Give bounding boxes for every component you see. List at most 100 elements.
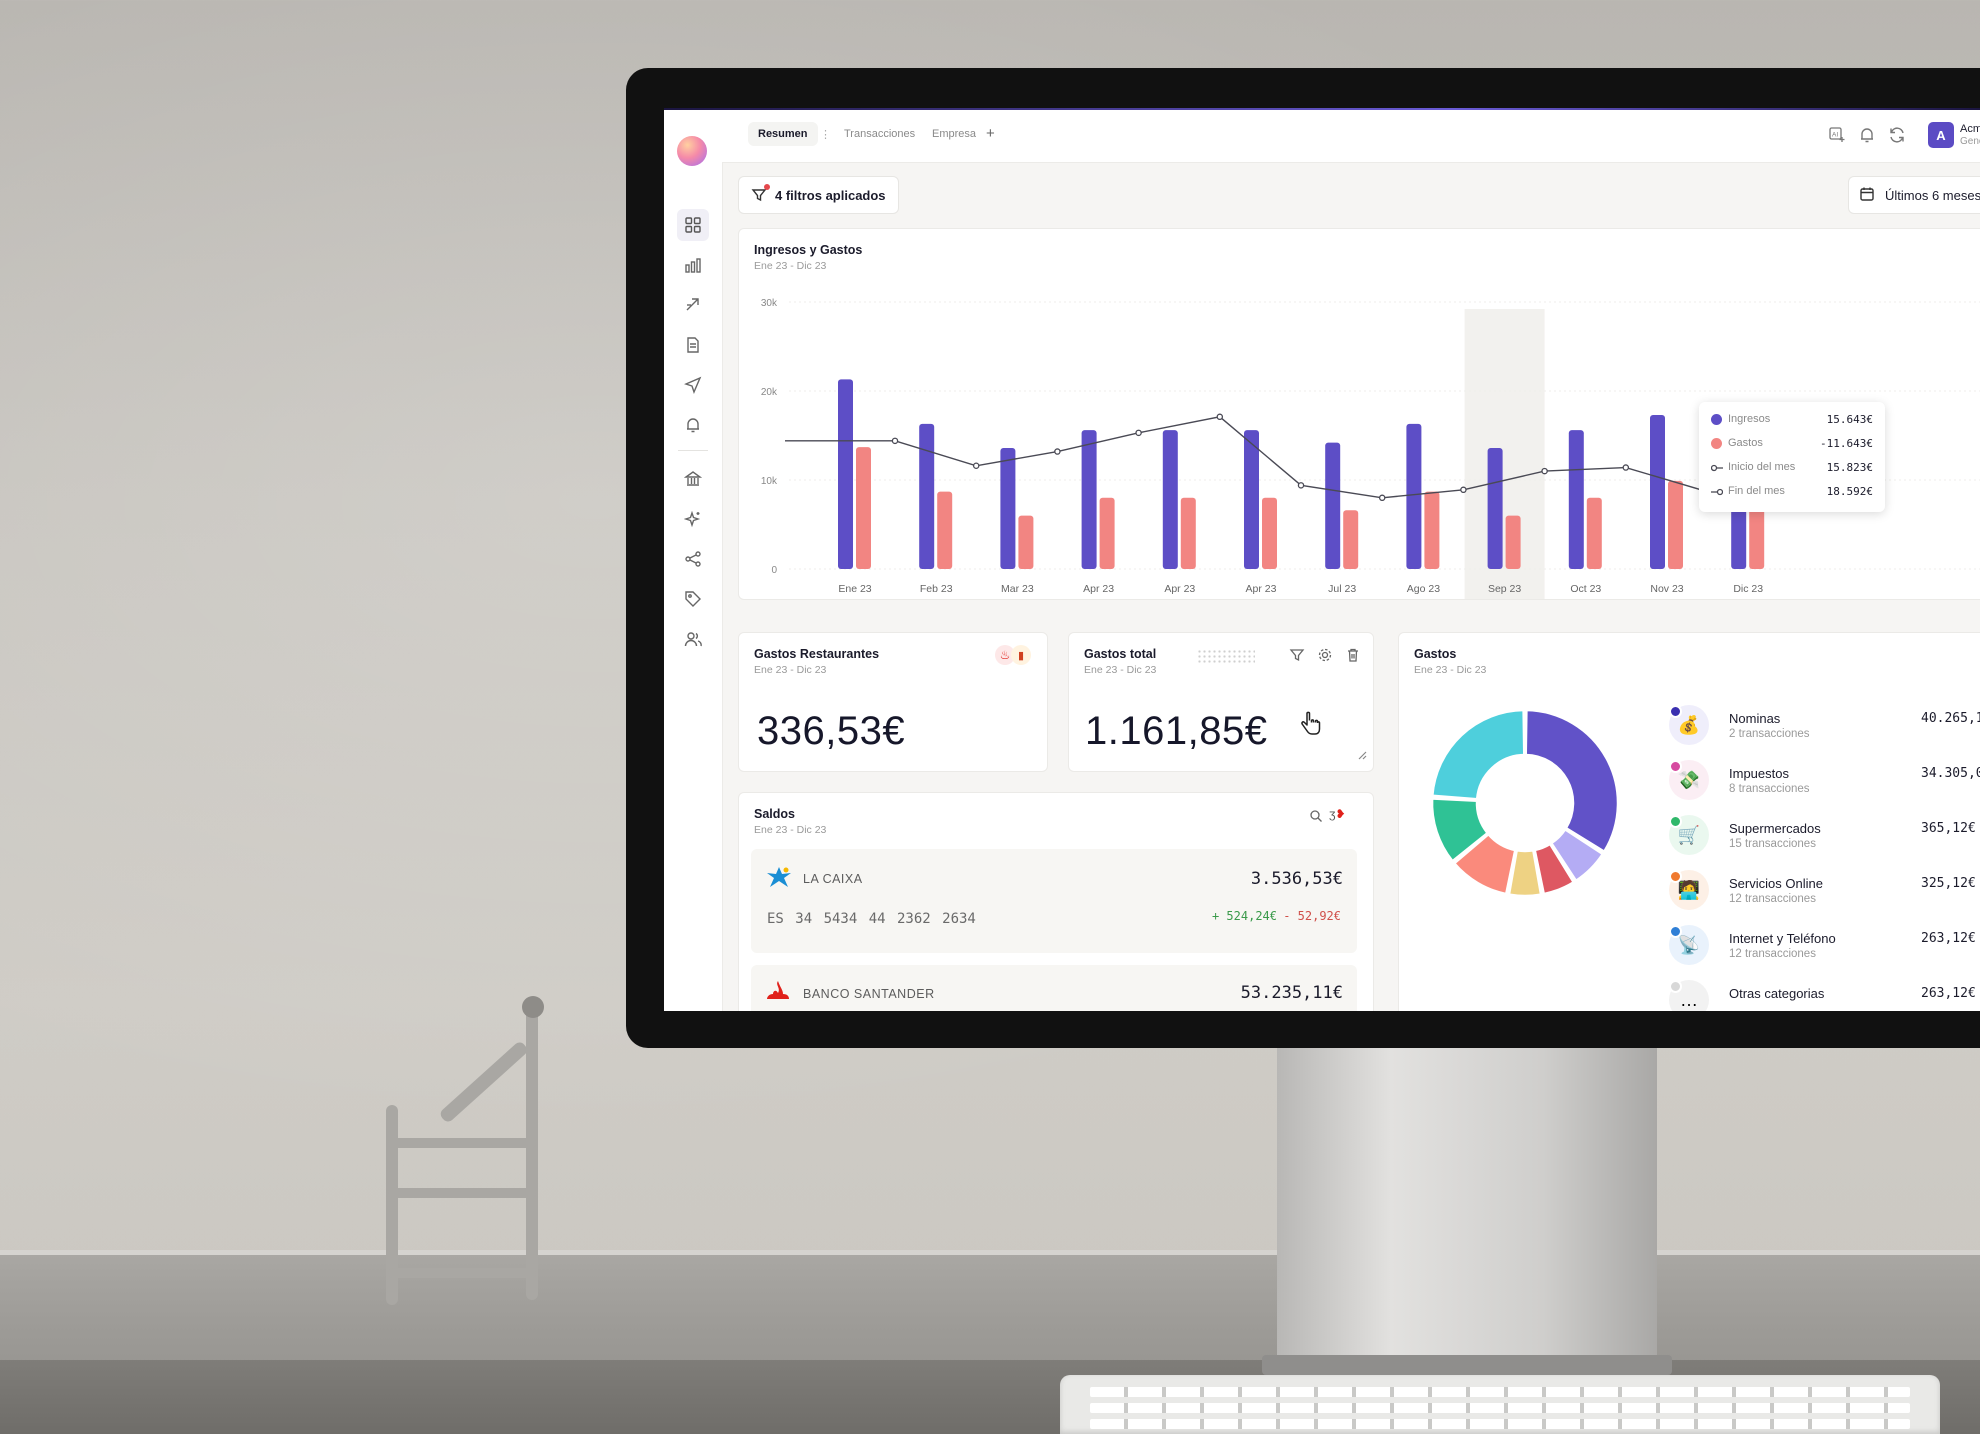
- tab-transacciones[interactable]: Transacciones: [844, 128, 916, 140]
- share-icon[interactable]: [677, 543, 709, 575]
- expense-bar: [1018, 515, 1034, 569]
- donut-slice: [1533, 842, 1576, 896]
- sidebar-divider: [678, 450, 708, 451]
- ai-icon[interactable]: AI: [1828, 126, 1846, 149]
- tab-menu-icon[interactable]: ⋮: [820, 129, 831, 141]
- donut-slice: [1507, 848, 1543, 898]
- expense-category-row[interactable]: 🧑‍💻 Servicios Online 12 transacciones 325,1…: [1669, 870, 1980, 920]
- tooltip-label: Gastos: [1728, 437, 1763, 449]
- send-icon[interactable]: [677, 369, 709, 401]
- transfer-icon[interactable]: [677, 289, 709, 321]
- bell-icon[interactable]: [677, 409, 709, 441]
- income-bar: [1650, 415, 1665, 569]
- x-tick-label: Oct 23: [1570, 583, 1601, 595]
- filter-icon[interactable]: [1289, 647, 1305, 668]
- sparkles-icon[interactable]: [677, 503, 709, 535]
- pointer-hand-icon: [1299, 711, 1323, 742]
- tooltip-value: 15.643€: [1826, 412, 1873, 426]
- org-name[interactable]: Acme Inc.: [1960, 123, 1980, 135]
- bank-icon[interactable]: [677, 463, 709, 495]
- y-tick-label: 20k: [761, 387, 778, 398]
- income-expenses-card: Ingresos y Gastos Ene 23 - Dic 23 0 10k 20…: [738, 228, 1980, 600]
- income-expenses-title: Ingresos y Gastos: [754, 243, 863, 257]
- trash-icon[interactable]: [1345, 647, 1361, 668]
- org-workspace: General: [1960, 136, 1980, 147]
- donut-slice: [1549, 827, 1605, 883]
- bar-chart-icon[interactable]: [677, 249, 709, 281]
- category-color-dot: [1669, 870, 1682, 883]
- bank-balance: 3.536,53€: [1250, 869, 1343, 889]
- add-tab-button[interactable]: +: [986, 125, 995, 142]
- tab-empresa[interactable]: Empresa: [932, 128, 977, 140]
- sidebar: [664, 110, 723, 1011]
- monitor-stand: [1277, 1040, 1657, 1370]
- expense-bar: [856, 447, 871, 569]
- y-tick-label: 0: [771, 565, 777, 576]
- refresh-icon[interactable]: [1888, 126, 1906, 149]
- income-expenses-chart[interactable]: 0 10k 20k 30k Ene 23 Feb 23 Mar 23 Apr 23 Apr 23…: [739, 229, 1980, 601]
- calendar-icon: [1859, 186, 1875, 205]
- expenses-donut-chart[interactable]: [1425, 703, 1625, 903]
- top-bar: Resumen ⋮ Transacciones Empresa + AI A A…: [722, 110, 1980, 163]
- document-icon[interactable]: [677, 329, 709, 361]
- total-expenses-card[interactable]: Gastos total Ene 23 - Dic 23 1.161,85€: [1068, 632, 1374, 772]
- category-emoji-icon: 🛒: [1669, 815, 1709, 855]
- bank-incoming: + 524,24€: [1211, 909, 1277, 923]
- income-bar: [1487, 447, 1503, 569]
- expenses-breakdown-subtitle: Ene 23 - Dic 23: [1414, 664, 1487, 676]
- category-name: Otras categorias: [1729, 986, 1825, 1001]
- category-name: Supermercados: [1729, 821, 1821, 836]
- date-range-button[interactable]: Últimos 6 meses: [1848, 176, 1980, 214]
- category-name: Servicios Online: [1729, 876, 1823, 891]
- caixa-logo-icon: [765, 865, 793, 896]
- line-point: [1297, 482, 1305, 489]
- start-of-month-line: [785, 416, 1789, 499]
- tooltip-value: 15.823€: [1826, 460, 1873, 474]
- bank-name: LA CAIXA: [803, 872, 863, 886]
- restaurant-expenses-card[interactable]: Gastos Restaurantes Ene 23 - Dic 23 ♨ ▮ …: [738, 632, 1048, 772]
- desk-edge: [0, 1250, 1980, 1258]
- donut-slice: [1430, 708, 1526, 801]
- gear-icon[interactable]: [1317, 647, 1333, 668]
- avatar[interactable]: A: [1928, 122, 1954, 148]
- tooltip-dot: [1711, 437, 1722, 449]
- tab-resumen[interactable]: Resumen: [748, 122, 818, 146]
- tooltip-label: Ingresos: [1728, 413, 1771, 425]
- expense-bar: [1586, 497, 1602, 569]
- expense-category-row[interactable]: 💰 Nominas 2 transacciones 40.265,12€: [1669, 705, 1980, 755]
- category-name: Internet y Teléfono: [1729, 931, 1836, 946]
- search-icon[interactable]: [1309, 809, 1323, 828]
- bank-account-row[interactable]: LA CAIXA 3.536,53€ ES 34 5434 44 2362 26…: [751, 849, 1357, 953]
- category-emoji-icon: 💰: [1669, 705, 1709, 745]
- restaurant-expenses-value: 336,53€: [757, 709, 906, 753]
- app-logo[interactable]: [677, 136, 707, 166]
- tooltip-value: -11.643€: [1820, 436, 1873, 450]
- expense-category-row[interactable]: 🛒 Supermercados 15 transacciones 365,12€: [1669, 815, 1980, 865]
- expense-category-row[interactable]: … Otras categorias 263,12€: [1669, 980, 1980, 1011]
- drag-handle-icon[interactable]: [1197, 649, 1255, 663]
- x-tick-label: Jul 23: [1328, 583, 1356, 595]
- x-tick-label: Feb 23: [920, 583, 953, 595]
- expense-category-row[interactable]: 📡 Internet y Teléfono 12 transacciones 263,…: [1669, 925, 1980, 975]
- svg-text:AI: AI: [1832, 132, 1838, 139]
- resize-handle-icon[interactable]: [1357, 747, 1367, 765]
- category-amount: 263,12€: [1921, 931, 1976, 946]
- date-range-label: Últimos 6 meses: [1885, 187, 1980, 203]
- keyboard: [1060, 1375, 1940, 1434]
- tag-icon[interactable]: [677, 583, 709, 615]
- category-count: 12 transacciones: [1729, 948, 1816, 960]
- total-expenses-title: Gastos total: [1084, 647, 1157, 661]
- bank-logos-icon: ♨ ▮: [995, 645, 1031, 665]
- users-icon[interactable]: [677, 623, 709, 655]
- balances-title: Saldos: [754, 807, 795, 821]
- category-amount: 40.265,12€: [1921, 711, 1980, 726]
- filters-button[interactable]: 4 filtros aplicados: [738, 176, 899, 214]
- dashboard-icon[interactable]: [677, 209, 709, 241]
- line-point: [1622, 464, 1630, 471]
- bank-account-row[interactable]: BANCO SANTANDER 53.235,11€: [751, 965, 1357, 1011]
- tooltip-label: Inicio del mes: [1728, 461, 1796, 473]
- income-bar: [1325, 442, 1341, 569]
- category-color-dot: [1669, 705, 1682, 718]
- notifications-icon[interactable]: [1858, 126, 1876, 149]
